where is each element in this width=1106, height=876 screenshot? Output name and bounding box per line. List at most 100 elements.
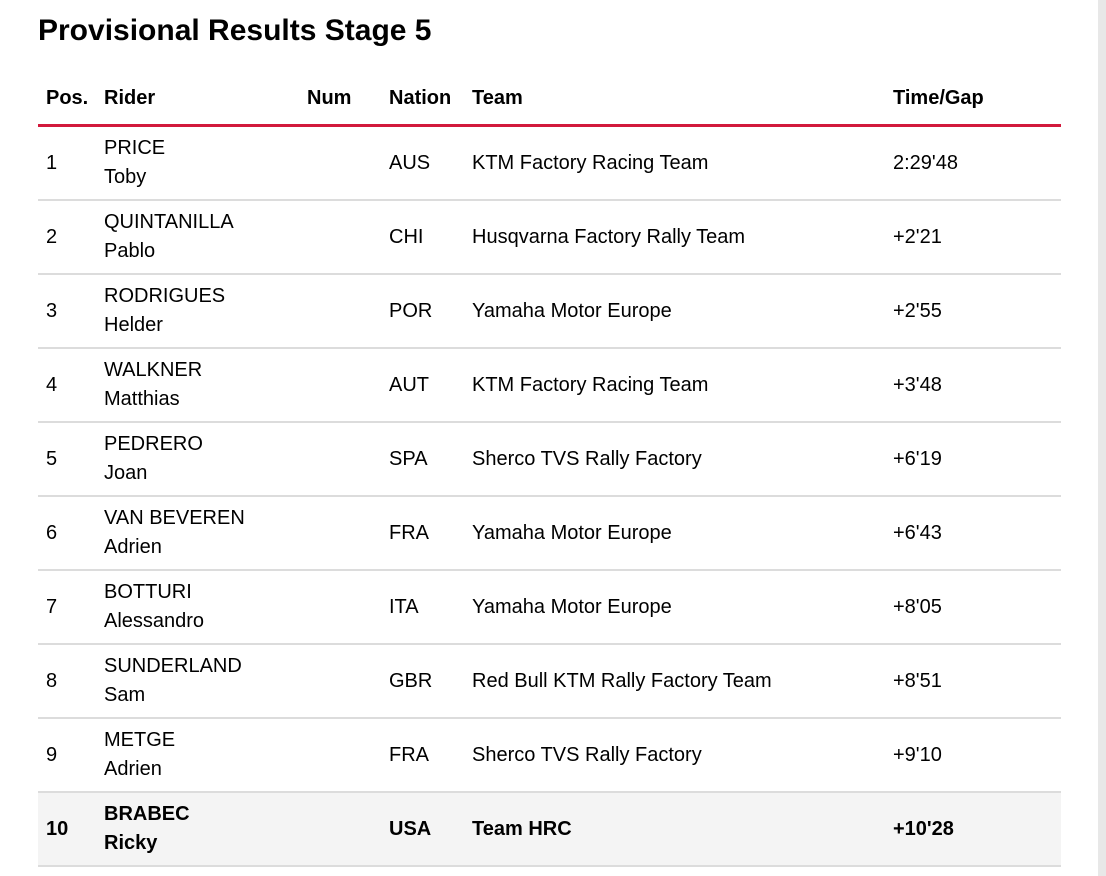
time-gap-cell: 2:29'48 <box>893 125 1061 201</box>
time-gap-cell: +2'55 <box>893 274 1061 349</box>
num-cell <box>307 125 389 201</box>
rider-cell: METGE Adrien <box>104 718 307 793</box>
time-gap-cell: +8'05 <box>893 570 1061 645</box>
rider-cell: RODRIGUES Helder <box>104 274 307 349</box>
table-row: 4 WALKNER Matthias AUT KTM Factory Racin… <box>38 348 1061 423</box>
num-cell <box>307 422 389 497</box>
rider-last-name: RODRIGUES <box>104 285 226 307</box>
position-cell: 9 <box>38 718 104 793</box>
rider-last-name: SUNDERLAND <box>104 655 242 677</box>
table-row: 1 PRICE Toby AUS KTM Factory Racing Team… <box>38 125 1061 201</box>
header-row: Pos. Rider Num Nation Team Time/Gap <box>38 71 1061 127</box>
rider-last-name: PRICE <box>104 137 166 159</box>
team-cell: KTM Factory Racing Team <box>472 125 893 201</box>
team-cell: KTM Factory Racing Team <box>472 348 893 423</box>
table-row: 10 BRABEC Ricky USA Team HRC +10'28 <box>38 792 1061 867</box>
rider-last-name: BRABEC <box>104 803 190 825</box>
rider-first-name: Alessandro <box>104 610 205 632</box>
num-cell <box>307 792 389 867</box>
time-gap-cell: +6'19 <box>893 422 1061 497</box>
header-time-gap: Time/Gap <box>893 71 1061 127</box>
rider-cell: SUNDERLAND Sam <box>104 644 307 719</box>
position-cell: 7 <box>38 570 104 645</box>
rider-last-name: METGE <box>104 729 176 751</box>
rider-last-name: WALKNER <box>104 359 203 381</box>
table-row: 6 VAN BEVEREN Adrien FRA Yamaha Motor Eu… <box>38 496 1061 571</box>
header-rider: Rider <box>104 71 307 127</box>
rider-cell: QUINTANILLA Pablo <box>104 200 307 275</box>
team-cell: Yamaha Motor Europe <box>472 496 893 571</box>
time-gap-cell: +6'43 <box>893 496 1061 571</box>
rider-first-name: Adrien <box>104 758 162 780</box>
rider-first-name: Adrien <box>104 536 162 558</box>
rider-first-name: Toby <box>104 166 147 188</box>
header-team: Team <box>472 71 893 127</box>
team-cell: Team HRC <box>472 792 893 867</box>
table-body: 1 PRICE Toby AUS KTM Factory Racing Team… <box>38 125 1061 867</box>
rider-first-name: Ricky <box>104 832 158 854</box>
rider-first-name: Sam <box>104 684 146 706</box>
rider-first-name: Helder <box>104 314 163 336</box>
table-row: 2 QUINTANILLA Pablo CHI Husqvarna Factor… <box>38 200 1061 275</box>
page-title: Provisional Results Stage 5 <box>38 14 432 47</box>
rider-cell: PRICE Toby <box>104 125 307 201</box>
table-row: 7 BOTTURI Alessandro ITA Yamaha Motor Eu… <box>38 570 1061 645</box>
team-cell: Yamaha Motor Europe <box>472 570 893 645</box>
nation-cell: FRA <box>389 718 472 793</box>
header-nation: Nation <box>389 71 472 127</box>
rider-last-name: PEDRERO <box>104 433 203 455</box>
team-cell: Sherco TVS Rally Factory <box>472 422 893 497</box>
position-cell: 5 <box>38 422 104 497</box>
nation-cell: SPA <box>389 422 472 497</box>
nation-cell: GBR <box>389 644 472 719</box>
num-cell <box>307 644 389 719</box>
table-row: 9 METGE Adrien FRA Sherco TVS Rally Fact… <box>38 718 1061 793</box>
nation-cell: POR <box>389 274 472 349</box>
team-cell: Husqvarna Factory Rally Team <box>472 200 893 275</box>
nation-cell: AUT <box>389 348 472 423</box>
rider-first-name: Joan <box>104 462 148 484</box>
table-row: 3 RODRIGUES Helder POR Yamaha Motor Euro… <box>38 274 1061 349</box>
header-num: Num <box>307 71 389 127</box>
nation-cell: AUS <box>389 125 472 201</box>
team-cell: Sherco TVS Rally Factory <box>472 718 893 793</box>
position-cell: 8 <box>38 644 104 719</box>
rider-cell: PEDRERO Joan <box>104 422 307 497</box>
time-gap-cell: +10'28 <box>893 792 1061 867</box>
nation-cell: FRA <box>389 496 472 571</box>
num-cell <box>307 570 389 645</box>
position-cell: 1 <box>38 125 104 201</box>
num-cell <box>307 348 389 423</box>
position-cell: 4 <box>38 348 104 423</box>
rider-first-name: Pablo <box>104 240 156 262</box>
time-gap-cell: +9'10 <box>893 718 1061 793</box>
rider-last-name: VAN BEVEREN <box>104 507 245 529</box>
num-cell <box>307 274 389 349</box>
header-pos: Pos. <box>38 71 104 127</box>
nation-cell: CHI <box>389 200 472 275</box>
team-cell: Red Bull KTM Rally Factory Team <box>472 644 893 719</box>
position-cell: 6 <box>38 496 104 571</box>
results-table: Pos. Rider Num Nation Team Time/Gap 1 PR… <box>38 71 1061 867</box>
rider-cell: BRABEC Ricky <box>104 792 307 867</box>
table-header: Pos. Rider Num Nation Team Time/Gap <box>38 71 1061 127</box>
rider-first-name: Matthias <box>104 388 180 410</box>
num-cell <box>307 496 389 571</box>
time-gap-cell: +3'48 <box>893 348 1061 423</box>
nation-cell: ITA <box>389 570 472 645</box>
time-gap-cell: +2'21 <box>893 200 1061 275</box>
rider-cell: VAN BEVEREN Adrien <box>104 496 307 571</box>
num-cell <box>307 200 389 275</box>
time-gap-cell: +8'51 <box>893 644 1061 719</box>
table-row: 8 SUNDERLAND Sam GBR Red Bull KTM Rally … <box>38 644 1061 719</box>
rider-last-name: QUINTANILLA <box>104 211 234 233</box>
rider-last-name: BOTTURI <box>104 581 192 603</box>
position-cell: 10 <box>38 792 104 867</box>
rider-cell: WALKNER Matthias <box>104 348 307 423</box>
scrollbar-track[interactable] <box>1098 0 1106 876</box>
table-row: 5 PEDRERO Joan SPA Sherco TVS Rally Fact… <box>38 422 1061 497</box>
nation-cell: USA <box>389 792 472 867</box>
team-cell: Yamaha Motor Europe <box>472 274 893 349</box>
num-cell <box>307 718 389 793</box>
